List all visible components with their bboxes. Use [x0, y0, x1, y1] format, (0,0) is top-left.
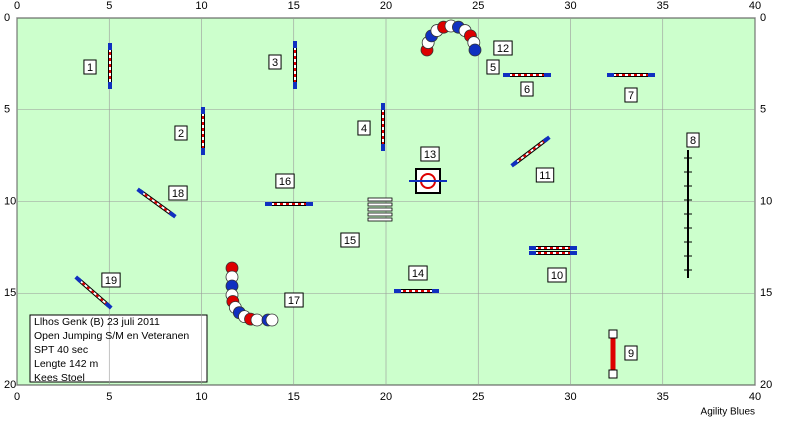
obstacle-label: 15 — [344, 235, 356, 247]
x-tick-label: 0 — [14, 0, 20, 12]
obstacle-label-box — [408, 265, 428, 281]
obstacle-label: 1 — [87, 62, 93, 74]
obstacle-label: 9 — [628, 348, 634, 360]
x-tick-label: 40 — [749, 391, 761, 403]
y-tick-label: 10 — [760, 195, 772, 207]
obstacle-label: 2 — [178, 128, 184, 140]
obstacle-label: 10 — [551, 270, 563, 282]
footer: Agility Blues — [701, 407, 755, 418]
obstacle-label-box — [420, 146, 440, 162]
jump-bar — [139, 190, 174, 216]
tunnel-segment — [265, 313, 279, 327]
wall — [367, 202, 393, 207]
obstacle-label: 4 — [361, 123, 367, 135]
x-tick-label: 0 — [14, 391, 20, 403]
x-tick-label: 30 — [564, 0, 576, 12]
info-line: SPT 40 sec — [34, 344, 88, 356]
info-line: Kees Stoel — [34, 372, 85, 384]
obstacle-label-box — [493, 40, 513, 56]
obstacle-label-box — [547, 267, 567, 283]
x-tick-label: 5 — [106, 391, 112, 403]
obstacle-label-box — [535, 167, 555, 183]
x-tick-label: 5 — [106, 0, 112, 12]
jump-wing — [104, 301, 113, 310]
tire-end — [608, 329, 618, 339]
info-line: Lengte 142 m — [34, 358, 98, 370]
x-tick-label: 10 — [195, 391, 207, 403]
x-tick-label: 20 — [380, 0, 392, 12]
x-tick-label: 30 — [564, 391, 576, 403]
x-tick-label: 15 — [288, 391, 300, 403]
y-tick-label: 5 — [4, 104, 10, 116]
jump-wing — [74, 275, 83, 284]
obstacle-label: 7 — [628, 90, 634, 102]
x-tick-label: 25 — [472, 0, 484, 12]
obstacle-label: 12 — [497, 43, 509, 55]
obstacle-label-box — [340, 232, 360, 248]
jump-wing — [510, 159, 519, 168]
info-box — [29, 314, 208, 383]
y-tick-label: 20 — [760, 379, 772, 391]
jump-bar — [77, 278, 110, 307]
obstacle-label: 13 — [424, 149, 436, 161]
obstacle-label: 11 — [539, 170, 550, 182]
wall — [367, 217, 393, 222]
obstacle-label-box — [83, 59, 97, 75]
obstacle-label-box — [357, 120, 371, 136]
wall — [367, 207, 393, 212]
obstacle-label: 6 — [524, 84, 530, 96]
obstacle-label-box — [174, 125, 188, 141]
y-tick-label: 20 — [4, 379, 16, 391]
jump-wing — [136, 187, 145, 195]
obstacle-label-box — [268, 54, 282, 70]
y-tick-label: 10 — [4, 195, 16, 207]
info-line: Open Jumping S/M en Veteranen — [34, 330, 189, 342]
x-tick-label: 25 — [472, 391, 484, 403]
jump-wing — [542, 135, 551, 144]
info-line: Llhos Genk (B) 23 juli 2011 — [34, 316, 160, 328]
obstacle-label: 16 — [279, 176, 291, 188]
x-tick-label: 10 — [195, 0, 207, 12]
jump-bar — [513, 138, 548, 165]
tire-end — [608, 369, 618, 379]
tunnel-segment — [468, 43, 482, 57]
y-tick-label: 0 — [760, 12, 766, 24]
obstacle-label-box — [624, 345, 638, 361]
jump-wing — [168, 211, 177, 219]
x-tick-label: 15 — [288, 0, 300, 12]
obstacle-label-box — [520, 81, 534, 97]
y-tick-label: 0 — [4, 12, 10, 24]
x-tick-label: 40 — [749, 0, 761, 12]
tunnel-segment — [250, 313, 264, 327]
y-tick-label: 5 — [760, 104, 766, 116]
obstacle-label: 14 — [412, 268, 424, 280]
obstacle-label-box — [686, 132, 700, 148]
x-tick-label: 20 — [380, 391, 392, 403]
x-tick-label: 35 — [657, 391, 669, 403]
obstacle-label: 8 — [690, 135, 696, 147]
obstacle-label: 17 — [288, 295, 300, 307]
obstacle-label-box — [486, 59, 500, 75]
wall — [367, 212, 393, 217]
obstacle-label: 5 — [490, 62, 496, 74]
obstacle-label-box — [168, 185, 188, 201]
obstacle-label: 19 — [105, 275, 117, 287]
y-tick-label: 15 — [4, 287, 16, 299]
obstacle-label-box — [624, 87, 638, 103]
x-tick-label: 35 — [657, 0, 669, 12]
y-tick-label: 15 — [760, 287, 772, 299]
obstacle-label-box — [284, 292, 304, 308]
obstacle-label: 18 — [172, 188, 184, 200]
wall — [367, 197, 393, 202]
obstacle-label-box — [275, 173, 295, 189]
obstacle-label-box — [101, 272, 121, 288]
obstacle-label: 3 — [272, 57, 278, 69]
